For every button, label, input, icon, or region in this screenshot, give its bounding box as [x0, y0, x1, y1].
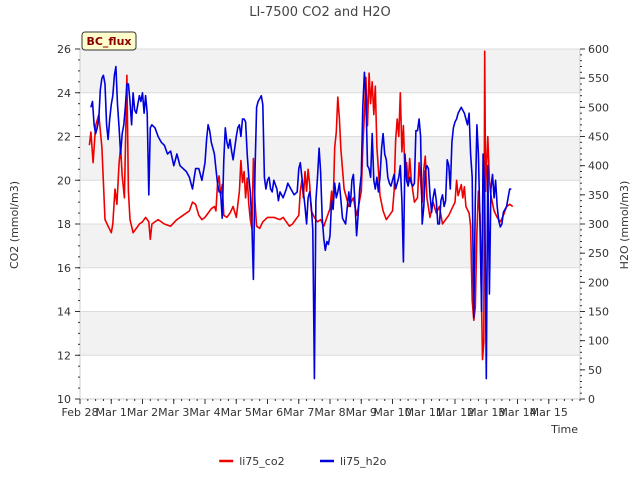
- series-lines: [88, 50, 514, 380]
- grid-band: [80, 136, 580, 181]
- site-badge: BC_flux: [81, 31, 137, 51]
- x-tick-label: Mar 13: [467, 406, 505, 419]
- legend-label-li75_h2o: li75_h2o: [340, 455, 387, 468]
- chart-title: LI-7500 CO2 and H2O: [249, 5, 391, 20]
- y-right-tick-label: 500: [588, 101, 609, 114]
- x-tick-label: Mar 12: [436, 406, 474, 419]
- x-tick-label: Mar 15: [530, 406, 568, 419]
- y-right-tick-label: 400: [588, 160, 609, 173]
- y-right-tick-label: 350: [588, 189, 609, 202]
- legend: li75_co2 li75_h2o: [219, 455, 387, 468]
- x-tick-label: Mar 6: [252, 406, 283, 419]
- y-right-tick-label: 300: [588, 218, 609, 231]
- series-line-li75_co2: [88, 50, 514, 361]
- x-tick-label: Mar 1: [96, 406, 127, 419]
- y-axis-left-title: CO2 (mmol/m3): [8, 181, 21, 269]
- x-tick-label: Mar 7: [283, 406, 314, 419]
- grid-band: [80, 311, 580, 356]
- y-axis-right-title: H2O (mmol/m3): [618, 181, 631, 270]
- x-axis-title: Time: [550, 423, 578, 436]
- x-tick-label: Mar 8: [314, 406, 345, 419]
- x-tick-label: Mar 9: [346, 406, 377, 419]
- site-badge-label: BC_flux: [86, 35, 131, 48]
- x-tick-label: Mar 4: [189, 406, 220, 419]
- axes: 10 12 14 16 18 20 22 24 26 0 50 100 150 200 250 300 350 4…: [57, 43, 609, 419]
- x-tick-label: Mar 14: [498, 406, 536, 419]
- y-left-tick-label: 16: [57, 262, 71, 275]
- y-left-tick-label: 12: [57, 349, 71, 362]
- x-tick-label: Mar 5: [221, 406, 252, 419]
- y-right-tick-label: 600: [588, 43, 609, 56]
- site-badge-box: [81, 31, 137, 51]
- y-right-tick-label: 150: [588, 306, 609, 319]
- series-line-li75_h2o: [90, 65, 512, 380]
- x-tick-label: Mar 11: [405, 406, 443, 419]
- x-tick-label: Mar 3: [158, 406, 189, 419]
- y-right-tick-label: 200: [588, 276, 609, 289]
- y-right-tick-label: 50: [588, 364, 602, 377]
- y-right-tick-label: 100: [588, 335, 609, 348]
- y-left-tick-label: 22: [57, 131, 71, 144]
- y-left-tick-label: 18: [57, 218, 71, 231]
- y-right-tick-label: 450: [588, 131, 609, 144]
- background-bands: [80, 49, 580, 356]
- y-right-tick-label: 0: [588, 393, 595, 406]
- y-left-tick-label: 26: [57, 43, 71, 56]
- y-left-tick-label: 14: [57, 306, 71, 319]
- legend-label-li75_co2: li75_co2: [239, 455, 284, 468]
- x-tick-label: Mar 2: [127, 406, 158, 419]
- y-left-tick-label: 10: [57, 393, 71, 406]
- x-tick-label: Mar 10: [373, 406, 411, 419]
- grid-band: [80, 49, 580, 93]
- y-left-tick-label: 20: [57, 174, 71, 187]
- x-tick-label: Feb 28: [62, 406, 99, 419]
- y-right-tick-label: 250: [588, 247, 609, 260]
- y-right-tick-label: 550: [588, 72, 609, 85]
- y-left-tick-label: 24: [57, 87, 71, 100]
